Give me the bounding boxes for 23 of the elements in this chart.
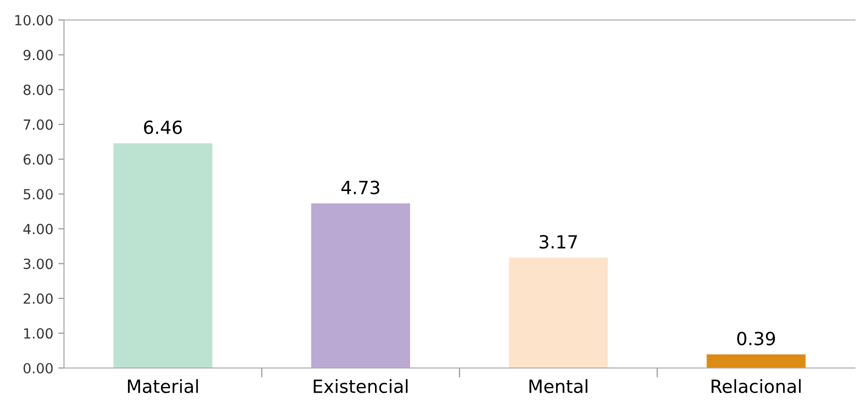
- y-tick-label: 7.00: [24, 119, 53, 130]
- y-tick-label: 6.00: [24, 154, 53, 165]
- data-label: 0.39: [737, 332, 775, 346]
- y-tick-label: 0.00: [24, 362, 53, 374]
- x-tick-label: Mental: [530, 379, 588, 394]
- bar: [508, 258, 608, 368]
- data-label: 4.73: [341, 180, 380, 194]
- x-tick-label: Material: [128, 379, 198, 394]
- y-tick-label: 3.00: [24, 258, 53, 270]
- x-tick-label: Relacional: [712, 379, 801, 394]
- y-tick-label: 10.00: [15, 14, 53, 26]
- y-tick-label: 1.00: [24, 328, 53, 339]
- y-tick-label: 4.00: [23, 224, 53, 234]
- data-label: 3.17: [540, 234, 577, 249]
- y-tick-label: 9.00: [24, 50, 53, 60]
- bar: [311, 203, 410, 368]
- bar: [113, 143, 212, 368]
- y-tick-label: 2.00: [24, 293, 53, 304]
- bar: [706, 354, 806, 368]
- y-tick-label: 8.00: [24, 84, 53, 96]
- y-tick-label: 5.00: [24, 188, 53, 200]
- data-label: 6.46: [144, 120, 182, 134]
- x-tick-label: Existencial: [314, 379, 408, 394]
